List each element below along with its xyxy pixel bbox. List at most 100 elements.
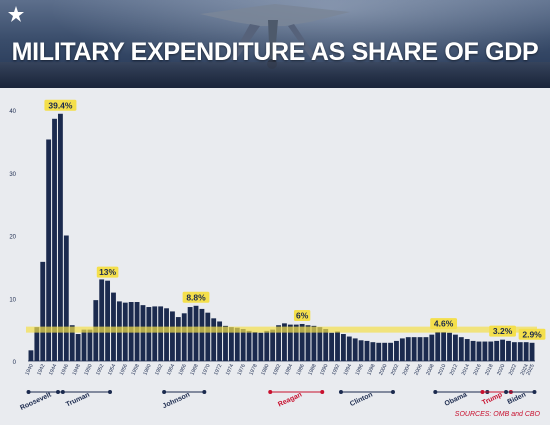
term-start-dot bbox=[268, 390, 273, 394]
x-tick-label: 1952 bbox=[95, 363, 105, 376]
x-tick-label: 2004 bbox=[402, 363, 412, 376]
president-label: Johnson bbox=[162, 391, 191, 410]
bar bbox=[223, 325, 228, 361]
bar bbox=[228, 327, 234, 361]
x-tick-label: 1968 bbox=[190, 363, 200, 376]
bar bbox=[388, 342, 393, 361]
president-label: Clinton bbox=[349, 391, 374, 408]
bar bbox=[411, 337, 417, 361]
x-tick-label: 1994 bbox=[343, 363, 353, 376]
bar bbox=[523, 342, 529, 361]
bar bbox=[87, 329, 93, 361]
x-tick-label: 1944 bbox=[48, 363, 58, 376]
president-label: Truman bbox=[65, 391, 91, 408]
president-label: Obama bbox=[444, 391, 469, 407]
term-end-dot bbox=[320, 390, 325, 394]
x-tick-label: 1966 bbox=[178, 363, 188, 376]
x-tick-label: 1940 bbox=[24, 363, 34, 376]
reference-band bbox=[26, 326, 537, 333]
bar bbox=[99, 279, 105, 361]
x-tick-label: 2000 bbox=[378, 363, 388, 376]
bar bbox=[140, 305, 146, 361]
bar bbox=[170, 311, 175, 361]
bar bbox=[146, 307, 152, 361]
bar bbox=[63, 235, 69, 361]
bar bbox=[270, 329, 276, 361]
value-label: 2.9% bbox=[522, 329, 542, 339]
bar bbox=[287, 324, 293, 361]
bar bbox=[458, 337, 464, 361]
value-label-box bbox=[96, 266, 119, 278]
x-tick-label: 1970 bbox=[201, 363, 211, 376]
carrier-deck bbox=[0, 62, 550, 88]
bar bbox=[376, 342, 382, 361]
x-tick-label: 2024 bbox=[520, 363, 530, 376]
x-tick-label: 1978 bbox=[248, 363, 258, 376]
x-tick-label: 1984 bbox=[284, 363, 294, 376]
x-tick-label: 1988 bbox=[307, 363, 317, 376]
bar bbox=[335, 331, 340, 361]
bar bbox=[164, 308, 169, 361]
value-label: 39.4% bbox=[48, 100, 73, 110]
bar bbox=[152, 306, 158, 361]
header-banner: MILITARY EXPENDITURE AS SHARE OF GDP bbox=[0, 0, 550, 88]
bar bbox=[52, 118, 57, 361]
x-tick-label: 1964 bbox=[166, 363, 176, 376]
bar bbox=[506, 340, 511, 361]
bar bbox=[394, 340, 399, 361]
bar bbox=[252, 332, 258, 361]
x-tick-label: 1946 bbox=[60, 363, 70, 376]
value-label-box bbox=[293, 309, 311, 321]
bar bbox=[317, 327, 323, 361]
x-tick-label: 1956 bbox=[119, 363, 129, 376]
value-label: 3.2% bbox=[493, 326, 513, 336]
term-end-dot bbox=[108, 390, 113, 394]
president-label: Roosevelt bbox=[19, 391, 53, 412]
term-start-dot bbox=[504, 390, 509, 394]
x-tick-label: 1954 bbox=[107, 363, 117, 376]
bar bbox=[423, 337, 429, 361]
x-tick-label: 2016 bbox=[472, 363, 482, 376]
bar bbox=[441, 332, 447, 361]
bar bbox=[476, 341, 482, 361]
bar bbox=[282, 323, 287, 361]
x-tick-label: 1998 bbox=[366, 363, 376, 376]
bar bbox=[482, 341, 488, 361]
bar bbox=[234, 327, 240, 361]
bar bbox=[435, 332, 441, 361]
bar bbox=[58, 113, 63, 361]
bar bbox=[105, 280, 111, 361]
term-end-dot bbox=[390, 390, 395, 394]
x-tick-label: 2014 bbox=[461, 363, 471, 376]
bar bbox=[69, 325, 75, 361]
bar bbox=[28, 350, 34, 361]
bar bbox=[370, 342, 376, 361]
bar bbox=[340, 334, 346, 361]
bar bbox=[429, 334, 435, 361]
term-start-dot bbox=[26, 390, 31, 394]
bar bbox=[305, 325, 311, 361]
bar bbox=[452, 334, 458, 361]
term-start-dot bbox=[480, 390, 485, 394]
bar bbox=[205, 312, 211, 361]
y-tick-label: 30 bbox=[9, 172, 16, 178]
bar bbox=[211, 318, 217, 361]
x-tick-label: 1992 bbox=[331, 363, 341, 376]
y-tick-label: 10 bbox=[9, 297, 16, 303]
bar bbox=[358, 340, 364, 361]
x-tick-label: 1972 bbox=[213, 363, 223, 376]
bar bbox=[529, 342, 535, 361]
bar bbox=[329, 332, 335, 361]
y-tick-label: 0 bbox=[13, 360, 17, 366]
value-label-box bbox=[182, 291, 210, 303]
value-label: 4.6% bbox=[434, 319, 454, 329]
bar bbox=[364, 340, 370, 361]
x-tick-label: 1990 bbox=[319, 363, 329, 376]
x-tick-label: 2022 bbox=[508, 363, 518, 376]
term-start-dot bbox=[56, 390, 61, 394]
bar bbox=[217, 321, 223, 361]
x-tick-label: 1948 bbox=[72, 363, 82, 376]
bar bbox=[311, 325, 317, 361]
bar bbox=[264, 330, 270, 361]
